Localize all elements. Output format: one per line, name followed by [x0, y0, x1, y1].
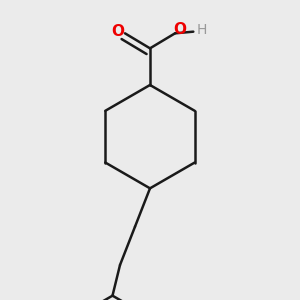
- Text: O: O: [173, 22, 187, 38]
- Text: O: O: [111, 24, 124, 39]
- Text: H: H: [196, 23, 207, 37]
